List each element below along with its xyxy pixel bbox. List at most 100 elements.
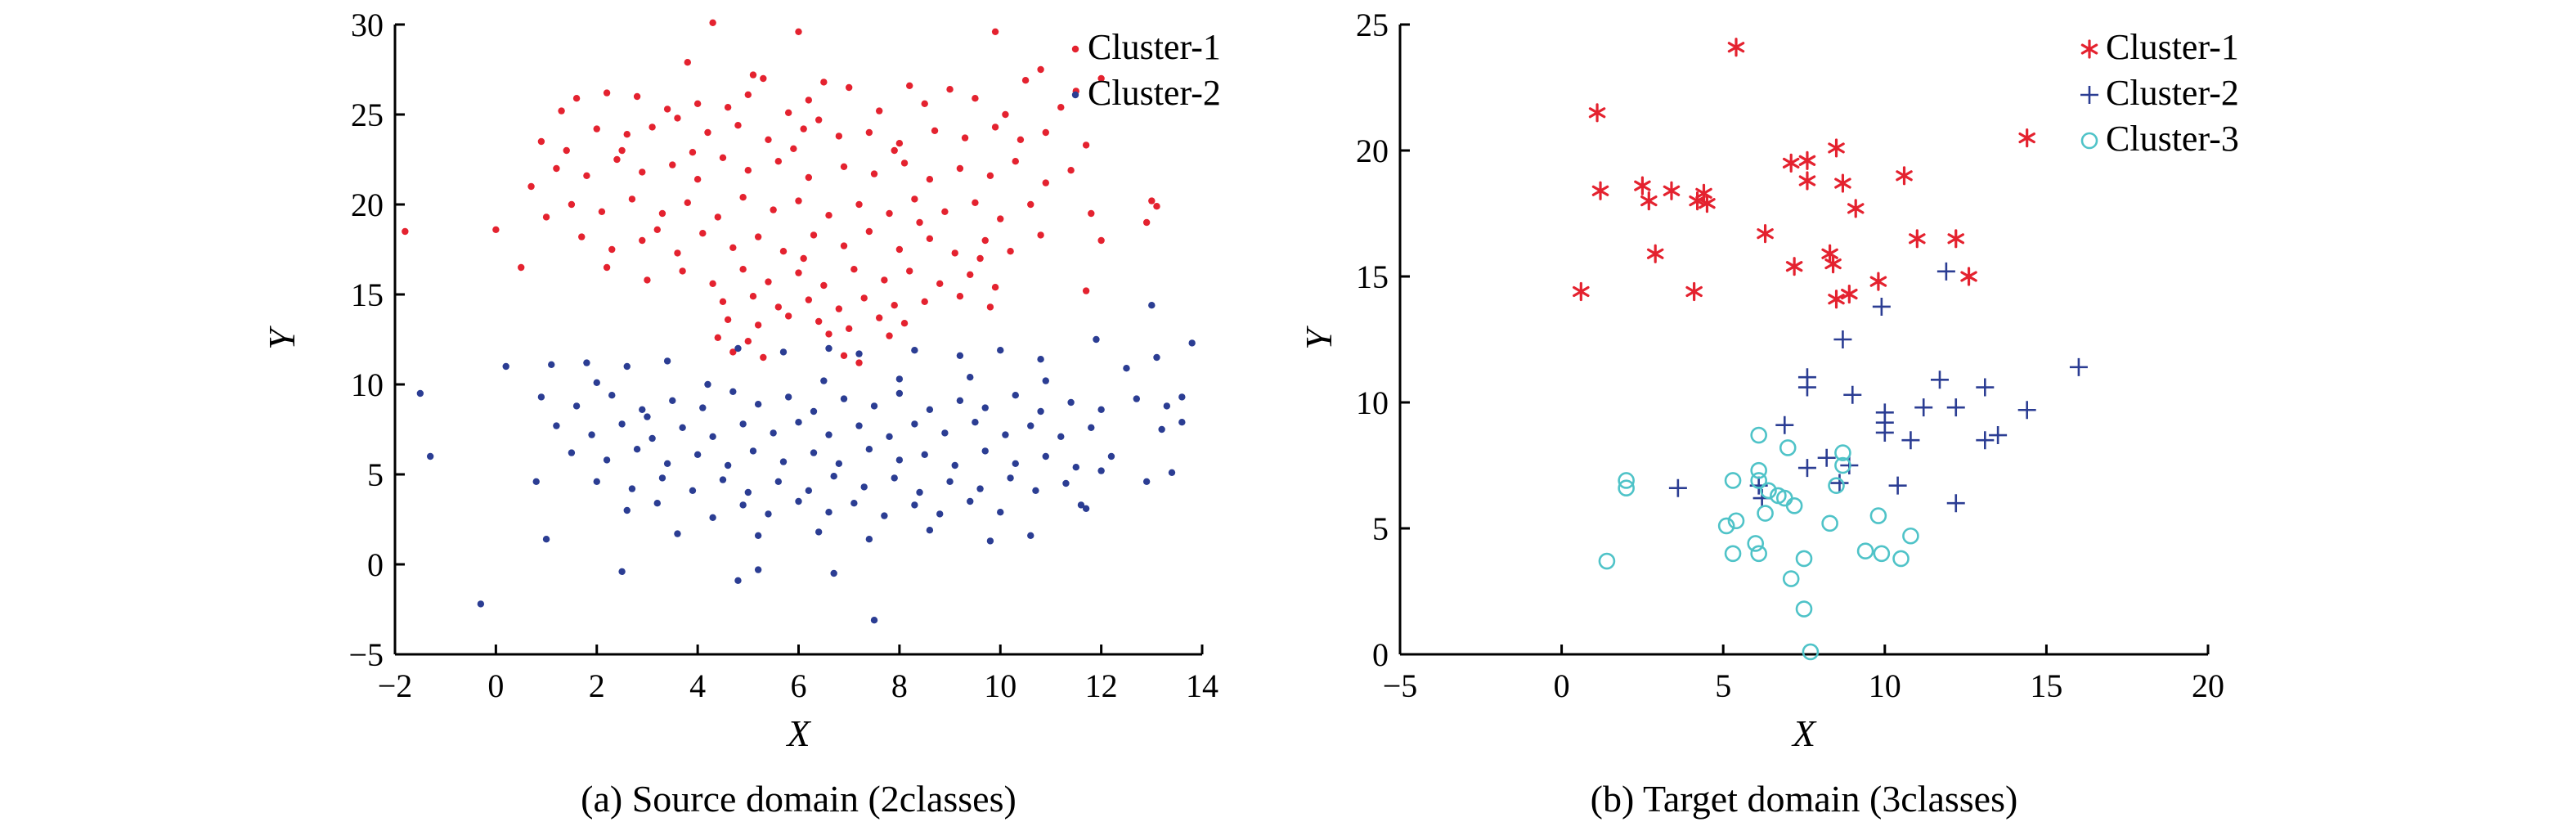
data-point: [633, 92, 641, 101]
data-point: [916, 488, 923, 496]
x-tick-label: 8: [891, 667, 908, 704]
series-cluster-2: [416, 302, 1196, 624]
data-point: [820, 79, 828, 86]
data-point: [1646, 244, 1664, 263]
data-point: [770, 429, 777, 437]
data-point: [1834, 456, 1851, 474]
data-point: [825, 509, 832, 516]
data-point: [1067, 398, 1075, 407]
data-point: [1663, 181, 1681, 200]
data-point: [709, 514, 716, 521]
data-point: [1178, 393, 1186, 401]
data-point: [805, 97, 813, 104]
data-point: [1798, 150, 1816, 170]
data-point: [593, 379, 600, 386]
data-point: [1976, 378, 1995, 397]
data-point: [714, 334, 721, 341]
data-point: [1750, 461, 1767, 479]
data-point: [835, 305, 843, 312]
data-point: [583, 172, 590, 179]
data-point: [639, 168, 646, 176]
data-point: [1037, 356, 1044, 363]
data-point: [976, 254, 984, 263]
data-point: [739, 266, 747, 273]
data-point: [810, 231, 818, 239]
data-point: [1856, 542, 1874, 560]
data-point: [1021, 77, 1030, 84]
data-point: [1747, 535, 1765, 552]
data-point: [709, 19, 716, 26]
data-point: [1798, 171, 1816, 191]
data-point: [870, 617, 878, 624]
x-tick-label: 0: [487, 667, 504, 704]
data-point: [1634, 176, 1651, 195]
data-point: [946, 478, 954, 485]
data-point: [1757, 505, 1774, 522]
data-point: [921, 451, 928, 458]
data-point: [518, 263, 525, 272]
data-point: [779, 348, 788, 356]
data-point: [881, 276, 888, 284]
x-axis-label: X: [785, 712, 811, 754]
data-point: [1901, 431, 1920, 450]
data-point: [991, 124, 999, 131]
legend-label: Cluster-1: [2106, 27, 2239, 67]
data-point: [588, 431, 595, 438]
data-point: [572, 402, 581, 410]
data-point: [724, 104, 732, 111]
data-point: [578, 233, 586, 240]
data-point: [679, 424, 686, 431]
data-point: [1830, 474, 1849, 492]
data-point: [502, 362, 509, 371]
chart-caption: (b) Target domain (3classes): [1591, 778, 2018, 820]
data-point: [790, 145, 797, 152]
data-point: [795, 197, 802, 204]
data-point: [911, 501, 918, 509]
data-point: [699, 404, 707, 411]
data-point: [1598, 552, 1616, 570]
data-point: [1007, 474, 1014, 482]
data-point: [603, 263, 611, 272]
data-point: [926, 235, 934, 242]
data-point: [936, 510, 944, 518]
data-point: [926, 176, 934, 183]
data-point: [1042, 452, 1049, 460]
data-point: [729, 388, 737, 395]
data-point: [1588, 103, 1606, 123]
chart-caption: (a) Source domain (2classes): [581, 778, 1016, 820]
data-point: [946, 86, 954, 93]
data-point: [855, 350, 863, 357]
y-tick-label: 5: [1372, 510, 1389, 547]
data-point: [663, 357, 671, 365]
data-point: [674, 115, 681, 122]
data-point: [1668, 478, 1687, 497]
data-point: [1750, 545, 1767, 563]
data-point: [951, 249, 958, 257]
data-point: [739, 501, 747, 509]
data-point: [1123, 365, 1130, 372]
y-tick-label: 25: [351, 97, 384, 133]
legend-marker: [2080, 86, 2098, 104]
data-point: [1088, 209, 1095, 218]
data-point: [674, 249, 681, 257]
data-point: [1689, 191, 1706, 211]
data-point: [1097, 467, 1105, 474]
data-point: [835, 460, 843, 467]
data-point: [689, 487, 697, 494]
data-point: [997, 215, 1004, 222]
x-tick-label: 10: [984, 667, 1016, 704]
data-point: [795, 269, 802, 276]
data-point: [1148, 302, 1156, 309]
y-tick-label: 20: [1356, 133, 1389, 169]
data-point: [693, 176, 702, 183]
data-point: [734, 344, 742, 353]
data-point: [886, 209, 893, 218]
data-point: [1914, 398, 1933, 417]
data-point: [820, 281, 828, 290]
data-point: [1012, 460, 1019, 467]
data-point: [810, 407, 818, 416]
data-point: [1775, 416, 1794, 434]
data-point: [825, 431, 832, 438]
data-point: [608, 392, 616, 399]
